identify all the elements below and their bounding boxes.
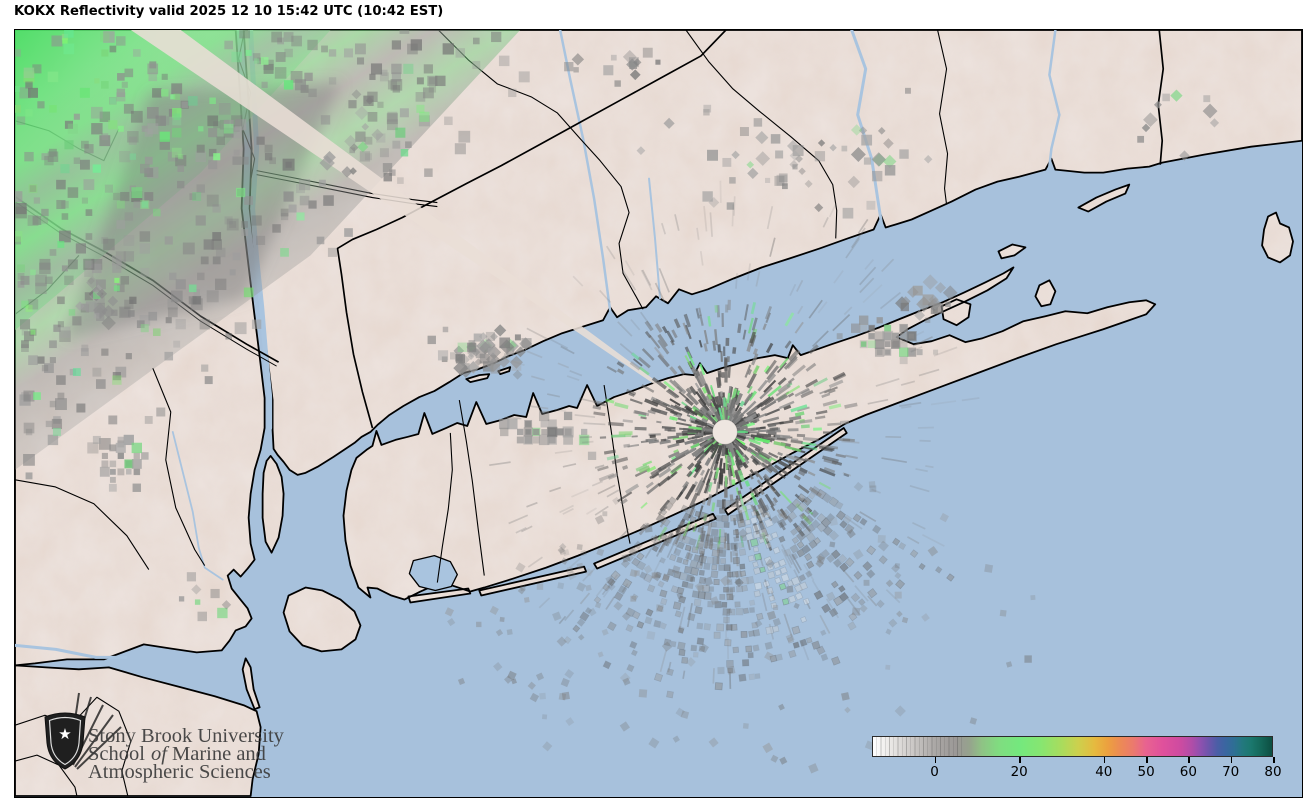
map-canvas xyxy=(15,30,1302,797)
colorbar-tick xyxy=(1146,757,1148,763)
colorbar-tick xyxy=(934,757,937,763)
colorbar-tick-label: 0 xyxy=(930,764,939,780)
logo-text-line2-post: Marine and xyxy=(172,743,266,765)
colorbar-bin-stripes xyxy=(873,737,962,756)
colorbar-tick xyxy=(1230,757,1233,763)
logo-text-line2-italic: of xyxy=(151,743,170,765)
colorbar-tick-label: 70 xyxy=(1222,764,1240,780)
colorbar-tick-label: 80 xyxy=(1264,764,1282,780)
stony-brook-shield-icon: ★ xyxy=(44,712,86,770)
stony-brook-logo: ★ Stony Brook University School of Marin… xyxy=(44,692,285,783)
colorbar-tick xyxy=(1019,757,1021,763)
radar-site-center xyxy=(711,418,738,445)
colorbar-tick-label: 40 xyxy=(1095,764,1113,780)
colorbar-tick-label: 60 xyxy=(1179,764,1197,780)
colorbar-tick-label: 20 xyxy=(1010,764,1028,780)
colorbar-tick-label: 50 xyxy=(1137,764,1155,780)
colorbar-tick xyxy=(1273,757,1275,763)
radar-radial-clutter xyxy=(489,180,980,689)
precip-speckles xyxy=(15,30,530,480)
figure-title: KOKX Reflectivity valid 2025 12 10 15:42… xyxy=(14,4,444,19)
logo-text-line1: Stony Brook University xyxy=(88,725,285,747)
map-area: ★ Stony Brook University School of Marin… xyxy=(14,29,1303,798)
logo-text-line2-pre: School xyxy=(88,743,145,765)
colorbar-tick xyxy=(1103,757,1106,763)
colorbar-gradient xyxy=(872,736,1273,757)
reflectivity-colorbar: 0 20 40 50 60 70 80 xyxy=(872,736,1282,796)
logo-text-line3: Atmospheric Sciences xyxy=(88,761,271,783)
colorbar-tick xyxy=(1188,757,1190,763)
sea-clutter-fan xyxy=(444,481,1036,774)
svg-text:★: ★ xyxy=(58,725,71,743)
